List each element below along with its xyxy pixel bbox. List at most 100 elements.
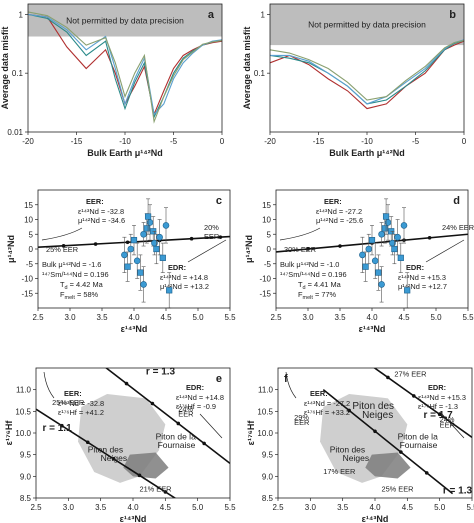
right-pct-label-2: EER (204, 232, 219, 241)
pct-label-e: 25% EER (381, 485, 413, 494)
eer-title: EER: (64, 389, 82, 398)
pct-label-a-2: EER (178, 410, 193, 419)
panel-b-xtick-label: -5 (412, 137, 420, 146)
panel-f-ytick-label: 8.5 (262, 494, 274, 503)
data-point (130, 237, 138, 244)
panel-c: 2.5 3.0 3.5 4.0 4.5 5.0 5.5 -15 -10 -5 0 5 10 15 c ε¹⁴³… (6, 189, 236, 334)
panel-e-xtick-label: 4.5 (160, 503, 172, 512)
panel-c-ytick-label: 0 (29, 245, 34, 254)
line-marker (150, 401, 155, 406)
line-label-lower: r = 1.1 (42, 423, 72, 434)
y-axis-label: ε¹⁷⁶Hf (246, 420, 256, 446)
data-point (140, 230, 147, 238)
eer-line-1: ε¹⁴³Nd = -32.8 (58, 399, 104, 408)
line-marker (111, 457, 116, 461)
panel-f-xtick-label: 4.5 (402, 503, 414, 512)
data-point (378, 281, 385, 288)
panel-a-ytick-label: 0.1 (12, 69, 24, 78)
mixing-line (373, 368, 472, 438)
line-marker (163, 490, 168, 494)
data-point (381, 225, 388, 232)
pct-label-a: 24% (178, 404, 193, 413)
eer-title: EER: (86, 197, 104, 206)
bulk-line-3-val: = 4.41 Ma (306, 280, 342, 289)
bulk-line-1: Bulk μ¹⁴²Nd = -1.6 (42, 260, 101, 269)
line-marker (93, 242, 98, 246)
line-marker (399, 450, 403, 454)
panel-letter: c (216, 195, 222, 207)
panel-letter: b (449, 9, 456, 21)
eer-line-2: ε¹⁷⁶Hf = +33.2 (304, 408, 350, 417)
misfit-series-line (270, 39, 465, 105)
eer-arrow (43, 371, 55, 399)
data-point (368, 237, 376, 244)
bulk-line-3: Td = 4.41 Ma (298, 280, 342, 291)
panel-f-xtick-label: 5.0 (434, 503, 446, 512)
panel-a-xtick-label: -15 (71, 137, 83, 146)
misfit-series-line (269, 40, 465, 110)
data-point (140, 281, 147, 288)
eer-arrow (41, 227, 83, 241)
zone-label-pdn-f-2: Neiges (362, 410, 393, 421)
line-marker (124, 381, 129, 386)
panel-letter: d (453, 195, 460, 207)
x-axis-label: ε¹⁴³Nd (359, 324, 386, 334)
x-axis-label: Bulk Earth μ¹⁴²Nd (329, 148, 404, 158)
panel-c-ytick-label: 10 (24, 216, 33, 225)
bulk-line-3-sub: d (303, 285, 306, 291)
shade-label: Not permitted by data precision (66, 15, 184, 25)
panel-a-xtick-label: -10 (119, 137, 131, 146)
data-point (133, 257, 141, 265)
pct-label-a: 27% EER (394, 370, 426, 379)
panel-e-ytick-label: 8.5 (20, 494, 32, 503)
line-label-lower: r = 1.3 (443, 486, 473, 497)
line-marker (373, 429, 377, 434)
y-axis-label: ε¹⁷⁶Hf (4, 420, 14, 446)
panel-b-xtick-label: -20 (264, 137, 276, 146)
panel-c-xtick-label: 4.0 (128, 313, 140, 322)
data-point (137, 269, 144, 276)
panel-a-xtick-label: -5 (170, 137, 178, 146)
data-point (382, 213, 390, 220)
panel-c-xtick-label: 3.0 (64, 313, 76, 322)
panel-f-ytick-label: 10.5 (257, 407, 273, 416)
line-marker (386, 375, 390, 380)
panel-b-xtick-label: -10 (361, 137, 373, 146)
panel-d-ytick-label: 10 (262, 216, 271, 225)
pct-label-b: 29% (294, 413, 309, 422)
panel-b-xtick-label: 0 (462, 137, 467, 146)
bulk-line-2: ¹⁴⁷Sm/¹⁴⁴Nd = 0.196 (42, 270, 109, 279)
edr-line-2: μ¹⁴²Nd = +12.7 (398, 282, 447, 291)
panel-f-ytick-label: 10.0 (257, 429, 273, 438)
data-point (362, 263, 369, 270)
data-point (166, 287, 173, 294)
data-point (391, 245, 398, 253)
pct-label-d-2: EER (440, 420, 455, 429)
eer-arrow (279, 227, 321, 241)
left-pct-label: 25% EER (46, 245, 78, 254)
piton-de-la-fournaise-field (365, 452, 411, 479)
panel-e-ytick-label: 9.0 (20, 472, 32, 481)
panel-f: 2.5 3.0 3.5 4.0 4.5 5.0 5.5 8.5 9.0 9.5 10.0 10.5 11… (246, 367, 474, 523)
data-point (143, 225, 150, 232)
pct-label-c: 17% EER (323, 467, 355, 476)
data-point (378, 230, 385, 238)
bulk-line-4-sub: melt (303, 295, 314, 301)
panel-a-xtick-label: 0 (220, 137, 225, 146)
data-point (371, 257, 379, 265)
zone-label-pdn: Piton des (88, 445, 123, 455)
bulk-line-4-sub: melt (65, 295, 76, 301)
data-point (121, 251, 128, 259)
bulk-line-1: Bulk μ¹⁴²Nd = -1.0 (280, 260, 339, 269)
line-marker (125, 240, 130, 245)
data-point (397, 254, 404, 261)
zone-label-pdn-f: Piton des (352, 401, 394, 412)
panel-f-xtick-label: 3.5 (337, 503, 349, 512)
panel-a-xtick-label: -20 (22, 137, 34, 146)
pct-label-b: 25% EER (52, 398, 84, 407)
panel-c-xtick-label: 2.5 (32, 313, 44, 322)
panel-d-xtick-label: 4.5 (398, 313, 410, 322)
edr-line-2: μ¹⁴²Nd = +13.2 (160, 282, 209, 291)
panel-d-xtick-label: 2.5 (270, 313, 282, 322)
